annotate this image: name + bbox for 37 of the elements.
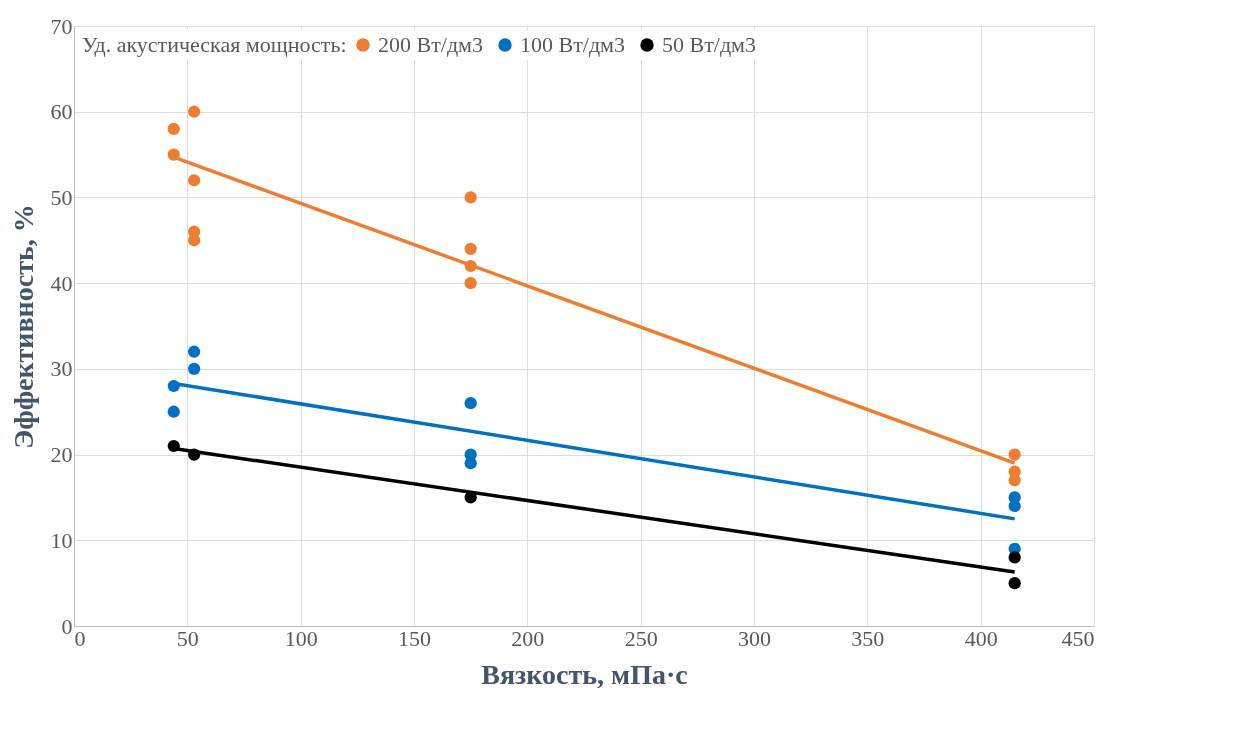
point [188, 345, 201, 358]
point [188, 362, 201, 375]
x-tick-label: 100 [284, 625, 318, 651]
x-tick-label: 50 [176, 625, 199, 651]
y-axis-title: Эффективность, % [7, 204, 39, 449]
x-tick-label: 300 [738, 625, 771, 651]
x-tick-label: 150 [398, 625, 431, 651]
x-tick-label: 400 [964, 625, 998, 651]
x-tick-label: 200 [511, 625, 545, 651]
point [188, 105, 201, 118]
point [464, 457, 477, 470]
legend-label: 100 Вт/дм3 [520, 32, 626, 57]
x-tick-label: 250 [624, 625, 658, 651]
point [464, 397, 477, 410]
y-tick-label: 50 [50, 184, 73, 210]
point [464, 242, 477, 255]
point [464, 191, 477, 204]
legend-label: 50 Вт/дм3 [662, 32, 757, 57]
point [167, 405, 180, 418]
point [1008, 499, 1021, 513]
y-tick-label: 10 [50, 527, 73, 553]
legend-title: Уд. акустическая мощность: [82, 32, 347, 57]
point [464, 277, 477, 290]
y-tick-label: 40 [50, 270, 73, 296]
point [1008, 551, 1021, 564]
y-tick-label: 30 [50, 356, 73, 382]
point [1008, 577, 1021, 590]
point [188, 174, 201, 187]
y-tick-label: 70 [50, 13, 73, 39]
x-axis-title: Вязкость, мПа·с [481, 658, 688, 690]
x-tick-label: 350 [851, 625, 885, 651]
legend-label: 200 Вт/дм3 [378, 32, 484, 57]
y-tick-label: 20 [50, 442, 73, 468]
y-tick-label: 60 [50, 99, 73, 125]
point [1008, 448, 1021, 461]
x-tick-label: 450 [1061, 625, 1095, 651]
point [167, 122, 180, 135]
